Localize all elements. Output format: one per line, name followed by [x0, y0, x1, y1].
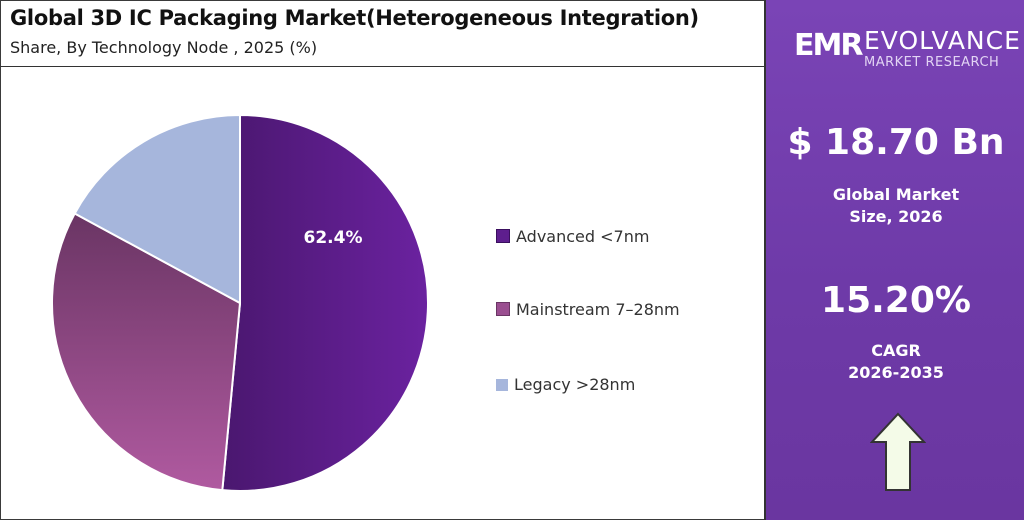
legend-label: Advanced <7nm — [516, 227, 650, 246]
cagr-label-line1: CAGR — [871, 341, 921, 360]
logo-subtitle: MARKET RESEARCH — [864, 55, 1000, 70]
pie-slice-advanced — [221, 113, 429, 492]
logo-mark: EMR — [794, 28, 863, 63]
evolvance-logo: EMR EVOLVANCE MARKET RESEARCH — [794, 26, 1020, 70]
pie-slice-mainstream — [51, 212, 242, 492]
up-arrow-icon — [870, 412, 926, 491]
chart-area: 62.4% Advanced <7nm Mainstream 7–28nm Le… — [0, 66, 764, 521]
data-label-advanced: 62.4% — [304, 228, 363, 248]
cagr-label: CAGR 2026-2035 — [766, 340, 1024, 384]
chart-subtitle: Share, By Technology Node , 2025 (%) — [10, 38, 318, 57]
pie-slice-legacy — [73, 113, 241, 305]
legend-item-advanced: Advanced <7nm — [496, 227, 649, 246]
pie-chart: 62.4% — [51, 113, 429, 492]
summary-panel: EMR EVOLVANCE MARKET RESEARCH $ 18.70 Bn… — [764, 0, 1024, 520]
legend-swatch — [496, 379, 508, 391]
chart-title: Global 3D IC Packaging Market(Heterogene… — [10, 6, 699, 30]
market-size-label-line1: Global Market — [832, 185, 960, 204]
legend-item-legacy: Legacy >28nm — [496, 375, 635, 394]
legend-swatch — [496, 302, 510, 316]
market-size-label: Global Market Size, 2026 — [766, 184, 1024, 228]
logo-name: EVOLVANCE — [864, 26, 1021, 55]
cagr-label-line2: 2026-2035 — [848, 363, 944, 382]
market-size-value: $ 18.70 Bn — [787, 122, 1005, 163]
legend-label: Mainstream 7–28nm — [516, 300, 680, 319]
legend-label: Legacy >28nm — [514, 375, 636, 394]
legend-swatch — [496, 229, 510, 243]
legend-item-mainstream: Mainstream 7–28nm — [496, 300, 680, 319]
market-size-label-line2: Size, 2026 — [849, 207, 943, 226]
cagr-value: 15.20% — [821, 280, 971, 321]
